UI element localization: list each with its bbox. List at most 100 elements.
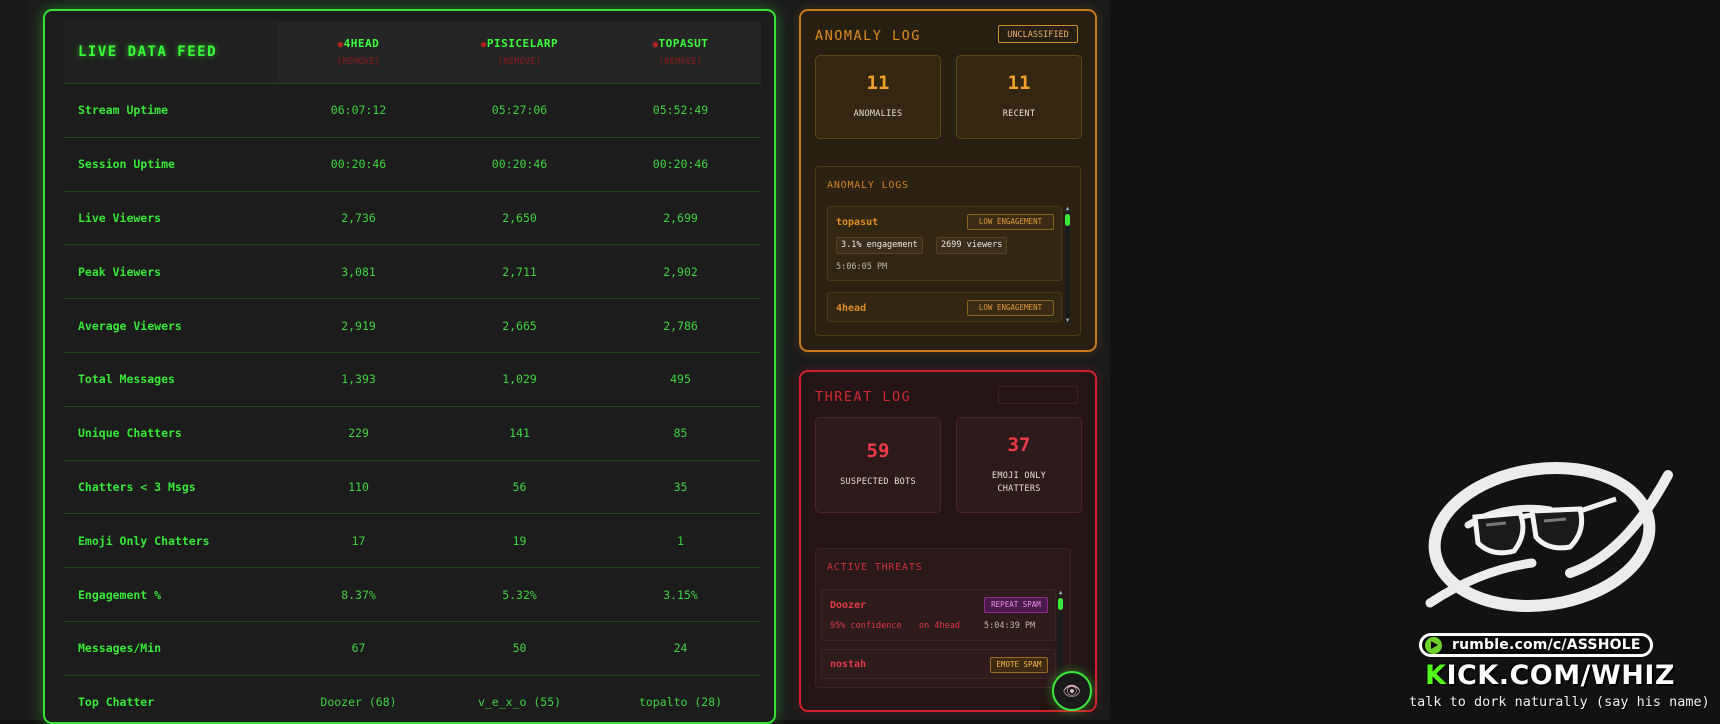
row-value: 229 — [348, 426, 369, 441]
live-data-feed-panel: LIVE DATA FEED ●4HEAD [REMOVE] ●PISICELA… — [43, 9, 776, 724]
channel-live-dot: ● — [652, 40, 659, 50]
row-label: Peak Viewers — [78, 264, 162, 279]
scrollbar-thumb[interactable] — [1065, 214, 1070, 226]
row-label: Emoji Only Chatters — [78, 533, 210, 548]
entry-channel-name: 4head — [836, 303, 867, 314]
active-threats-title: ACTIVE THREATS — [827, 562, 923, 573]
chevron-up-icon[interactable]: ▲ — [1058, 589, 1063, 596]
stat-label: RECENT — [1002, 109, 1036, 119]
row-value: 2,919 — [341, 318, 376, 333]
row-label: Stream Uptime — [78, 103, 169, 118]
row-label: Average Viewers — [78, 318, 182, 333]
row-value: 1 — [677, 533, 684, 548]
channel-header-pisicelarp: ●PISICELARP [REMOVE] — [439, 21, 600, 83]
channel-name: TOPASUT — [658, 37, 709, 50]
recent-stat-card: 11 RECENT — [956, 55, 1082, 139]
row-value: 05:52:49 — [652, 103, 709, 118]
stat-value: 59 — [866, 440, 890, 462]
row-value: 19 — [512, 533, 527, 548]
row-value: 2,902 — [663, 264, 698, 279]
feed-title: LIVE DATA FEED — [78, 44, 218, 60]
left-edge-strip — [0, 0, 28, 720]
row-value: 17 — [351, 533, 366, 548]
table-row: Messages/Min 67 50 24 — [64, 622, 761, 676]
row-value: 67 — [351, 641, 366, 656]
scrollbar-thumb[interactable] — [1058, 598, 1063, 610]
stat-label-line2: CHATTERS — [997, 484, 1041, 494]
stat-label-line1: EMOJI ONLY — [991, 471, 1047, 481]
anomaly-log-entry[interactable]: topasut LOW ENGAGEMENT 3.1% engagement 2… — [827, 206, 1062, 281]
threat-tag-button[interactable] — [998, 386, 1078, 404]
table-row: Emoji Only Chatters 17 19 1 — [64, 514, 761, 569]
low-engagement-badge: LOW ENGAGEMENT — [967, 214, 1054, 230]
kick-channel-text: KICK.COM/WHIZ — [1425, 660, 1675, 692]
entry-channel-name: topasut — [836, 217, 879, 228]
row-value: 2,711 — [502, 264, 537, 279]
threat-log-panel: THREAT LOG 59 SUSPECTED BOTS 37 EMOJI ON… — [799, 370, 1097, 712]
channel-name: PISICELARP — [486, 37, 559, 50]
row-value: 00:20:46 — [652, 157, 709, 172]
live-data-table: LIVE DATA FEED ●4HEAD [REMOVE] ●PISICELA… — [64, 21, 761, 722]
rumble-link[interactable]: rumble.com/c/ASSHOLE — [1419, 633, 1679, 657]
row-value: 3.15% — [663, 587, 698, 602]
repeat-spam-badge: REPEAT SPAM — [984, 597, 1048, 613]
engagement-chip: 3.1% engagement — [836, 237, 923, 254]
row-value: topalto (28) — [638, 695, 723, 710]
threat-entry[interactable]: Doozer REPEAT SPAM 95% confidence on 4he… — [821, 589, 1056, 641]
remove-channel-button[interactable]: [REMOVE] — [497, 57, 542, 67]
row-label: Top Chatter — [78, 695, 155, 710]
row-value: 1,393 — [341, 372, 376, 387]
row-value: 2,650 — [502, 210, 537, 225]
row-label: Total Messages — [78, 372, 175, 387]
unclassified-button[interactable]: UNCLASSIFIED — [998, 25, 1078, 43]
row-value: 141 — [509, 426, 530, 441]
row-value: v_e_x_o (55) — [477, 695, 562, 710]
stat-value: 37 — [1007, 434, 1031, 456]
row-value: 3,081 — [341, 264, 376, 279]
active-threats-scrollbar[interactable]: ▲ — [1058, 589, 1063, 683]
table-row: Peak Viewers 3,081 2,711 2,902 — [64, 245, 761, 300]
row-value: 5.32% — [502, 587, 537, 602]
remove-channel-button[interactable]: [REMOVE] — [658, 57, 703, 67]
chevron-up-icon[interactable]: ▲ — [1065, 205, 1070, 212]
anomaly-logs-scrollbar[interactable]: ▲ ▼ — [1065, 205, 1070, 324]
row-value: 2,736 — [341, 210, 376, 225]
rumble-url: rumble.com/c/ASSHOLE — [1452, 637, 1641, 653]
channel-live-dot: ● — [337, 40, 344, 50]
anomaly-log-title: ANOMALY LOG — [815, 28, 921, 44]
row-value: 495 — [670, 372, 691, 387]
table-row: Top Chatter Doozer (68) v_e_x_o (55) top… — [64, 676, 761, 722]
confidence-text: 95% confidence — [830, 621, 902, 631]
table-row: Session Uptime 00:20:46 00:20:46 00:20:4… — [64, 138, 761, 192]
channel-text: on 4head — [919, 621, 960, 631]
table-row: Engagement % 8.37% 5.32% 3.15% — [64, 568, 761, 622]
eye-icon[interactable]: 👁 — [1052, 671, 1092, 711]
stat-value: 11 — [866, 72, 890, 94]
kick-url: ICK.COM/WHIZ — [1446, 660, 1675, 691]
table-header-row: LIVE DATA FEED ●4HEAD [REMOVE] ●PISICELA… — [64, 21, 761, 84]
kick-logo-letter: K — [1425, 660, 1447, 691]
table-row: Total Messages 1,393 1,029 495 — [64, 353, 761, 407]
row-value: 00:20:46 — [330, 157, 387, 172]
low-engagement-badge: LOW ENGAGEMENT — [967, 300, 1054, 316]
stream-caption: talk to dork naturally (say his name) — [1409, 694, 1710, 710]
channel-header-topasut: ●TOPASUT [REMOVE] — [600, 21, 761, 83]
row-value: 2,786 — [663, 318, 698, 333]
chevron-down-icon[interactable]: ▼ — [1065, 317, 1070, 324]
anomaly-log-panel: ANOMALY LOG UNCLASSIFIED 11 ANOMALIES 11… — [799, 9, 1097, 352]
row-value: 06:07:12 — [330, 103, 387, 118]
viewers-chip: 2699 viewers — [936, 237, 1008, 254]
suspected-bots-stat-card: 59 SUSPECTED BOTS — [815, 417, 941, 513]
row-value: 110 — [348, 479, 369, 494]
remove-channel-button[interactable]: [REMOVE] — [336, 57, 381, 67]
row-value: 8.37% — [341, 587, 376, 602]
stat-label: ANOMALIES — [853, 109, 903, 119]
row-value: 00:20:46 — [491, 157, 548, 172]
threat-entry[interactable]: nostah EMOTE SPAM — [821, 649, 1056, 679]
anomaly-log-entry[interactable]: 4head LOW ENGAGEMENT — [827, 292, 1062, 322]
stat-label: SUSPECTED BOTS — [840, 477, 916, 487]
row-label: Messages/Min — [78, 641, 162, 656]
table-row: Stream Uptime 06:07:12 05:27:06 05:52:49 — [64, 84, 761, 138]
row-label: Live Viewers — [78, 210, 162, 225]
channel-header-4head: ●4HEAD [REMOVE] — [278, 21, 439, 83]
